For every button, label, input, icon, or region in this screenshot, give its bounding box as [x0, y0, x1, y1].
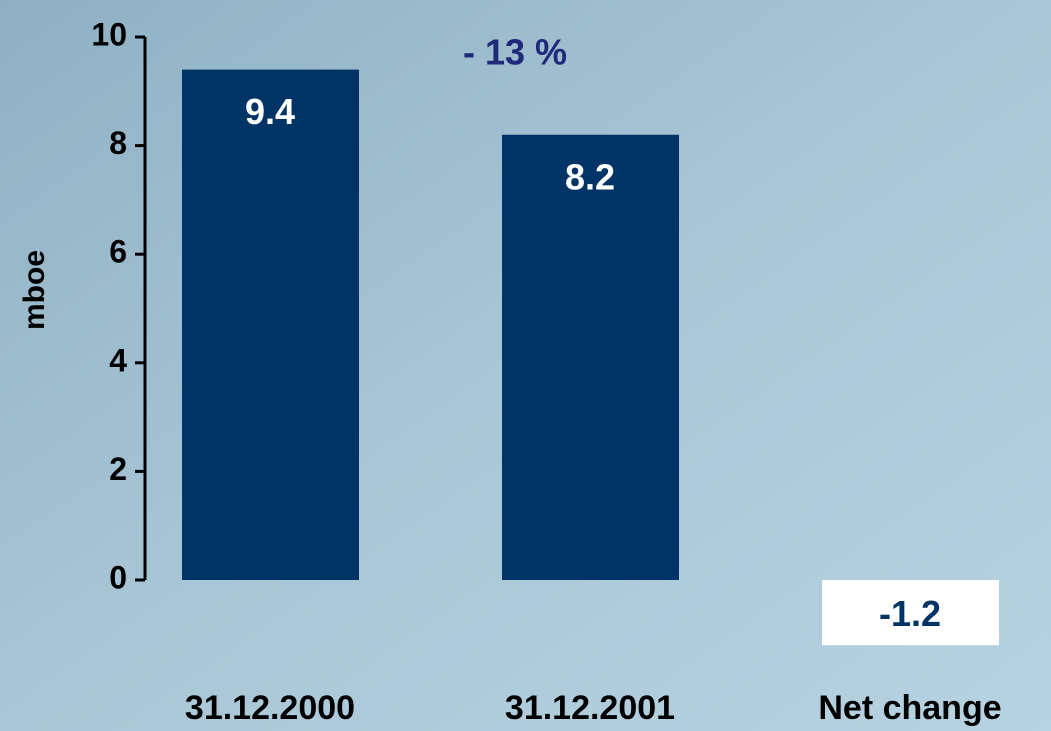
- y-tick-label: 0: [109, 559, 127, 595]
- annotation: - 13 %: [463, 32, 567, 73]
- y-tick-label: 6: [109, 234, 127, 270]
- y-axis-label: mboe: [18, 250, 51, 330]
- y-tick-label: 10: [91, 16, 127, 52]
- x-tick-label: Net change: [818, 689, 1001, 727]
- x-tick-label: 31.12.2000: [185, 689, 355, 727]
- value-label: -1.2: [879, 593, 941, 634]
- x-tick-label: 31.12.2001: [505, 689, 675, 727]
- bar: [502, 134, 679, 581]
- bar: [822, 580, 999, 646]
- value-label: 8.2: [565, 156, 615, 197]
- y-tick-label: 2: [109, 451, 127, 487]
- value-label: 9.4: [245, 91, 295, 132]
- y-tick-label: 4: [109, 342, 127, 378]
- y-tick-label: 8: [109, 125, 127, 161]
- bar: [182, 69, 359, 580]
